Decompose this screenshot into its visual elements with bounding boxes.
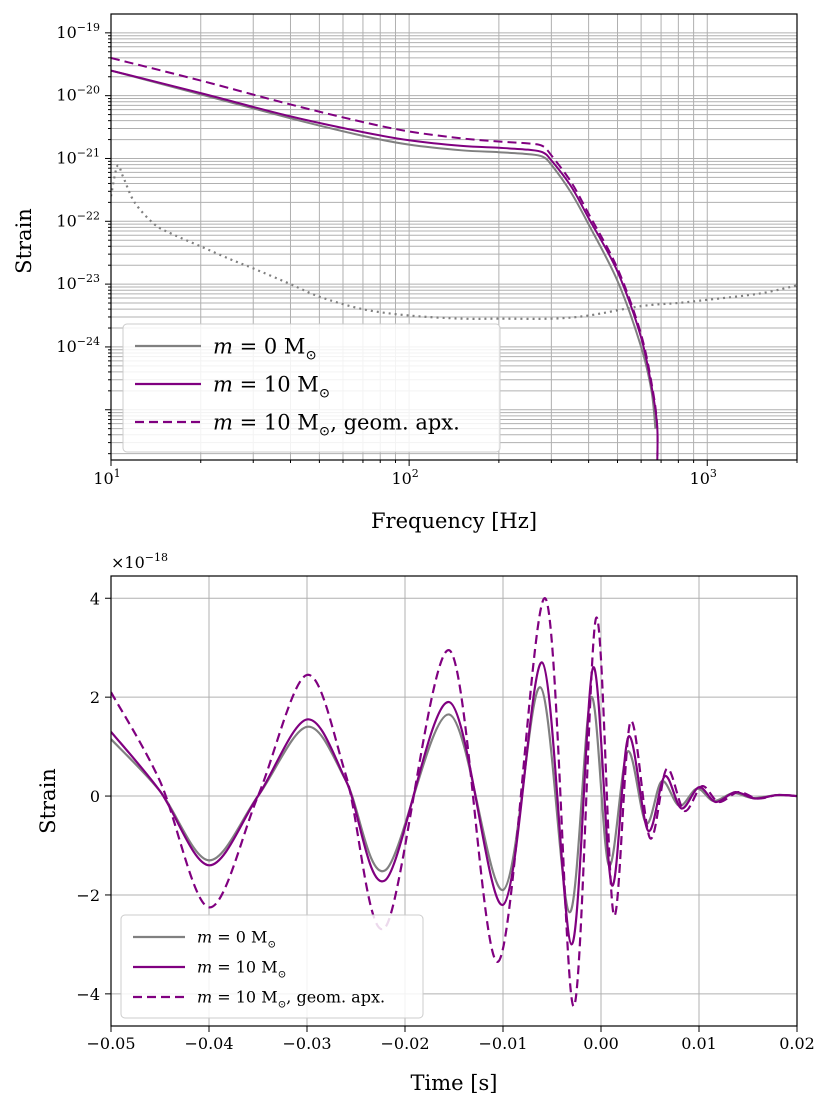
x-tick-label: −0.01: [478, 1034, 527, 1053]
frequency-panel: 101 102 10310−1910−2010−2110−2210−2310−24 …: [12, 13, 798, 533]
x-tick-label: −0.04: [184, 1034, 233, 1053]
frequency-ylabel: Strain: [12, 208, 36, 274]
y-tick-label: 4: [90, 589, 100, 608]
frequency-legend: m = 0 M⊙ m = 10 M⊙ m = 10 M⊙, geom. apx.: [122, 323, 501, 453]
y-tick-label: 2: [90, 688, 100, 707]
frequency-series-0: [111, 69, 657, 429]
legend-box: [122, 323, 501, 453]
legend-label: m = 10 M⊙: [197, 958, 286, 981]
x-tick-label: 102: [391, 467, 418, 488]
time-series-2: [111, 597, 797, 1008]
y-tick-label: −4: [76, 985, 100, 1004]
y-tick-label: 10−23: [56, 272, 100, 293]
frequency-xlabel: Frequency [Hz]: [371, 509, 537, 533]
time-ylabel: Strain: [36, 768, 60, 834]
time-legend: m = 0 M⊙ m = 10 M⊙ m = 10 M⊙, geom. apx.: [120, 914, 424, 1019]
frequency-axes-frame: [110, 13, 798, 461]
x-tick-label: −0.05: [86, 1034, 135, 1053]
x-tick-label: −0.03: [282, 1034, 331, 1053]
frequency-series-1: [111, 69, 659, 460]
time-series-0: [111, 686, 797, 914]
legend-label: m = 0 M⊙: [213, 334, 317, 363]
time-xlabel: Time [s]: [411, 1071, 498, 1095]
frequency-series-2: [111, 57, 659, 460]
legend-label: m = 10 M⊙, geom. apx.: [213, 410, 460, 439]
legend-label: m = 0 M⊙: [197, 928, 276, 951]
x-tick-label: 0.01: [681, 1034, 717, 1053]
y-tick-label: 10−24: [56, 335, 100, 356]
x-tick-label: 0.00: [583, 1034, 619, 1053]
legend-label: m = 10 M⊙, geom. apx.: [197, 988, 385, 1011]
x-tick-label: 103: [690, 467, 717, 488]
time-panel: −0.05 −0.04 −0.03 −0.02 −0.01 0.00 0.01 0.02 −4 −…: [36, 551, 815, 1095]
legend-label: m = 10 M⊙: [213, 372, 330, 401]
time-multiplier: ×10−18: [111, 551, 168, 572]
y-tick-label: 10−19: [56, 21, 100, 42]
x-tick-label: 0.02: [779, 1034, 815, 1053]
y-tick-label: 10−21: [56, 146, 100, 167]
x-tick-label: −0.02: [380, 1034, 429, 1053]
y-tick-label: −2: [76, 886, 100, 905]
y-tick-label: 10−22: [56, 209, 100, 230]
y-tick-label: 10−20: [56, 84, 100, 105]
y-tick-label: 0: [90, 787, 100, 806]
x-tick-label: 101: [93, 467, 120, 488]
legend-box: [120, 914, 424, 1019]
time-axes-frame: [110, 575, 798, 1027]
